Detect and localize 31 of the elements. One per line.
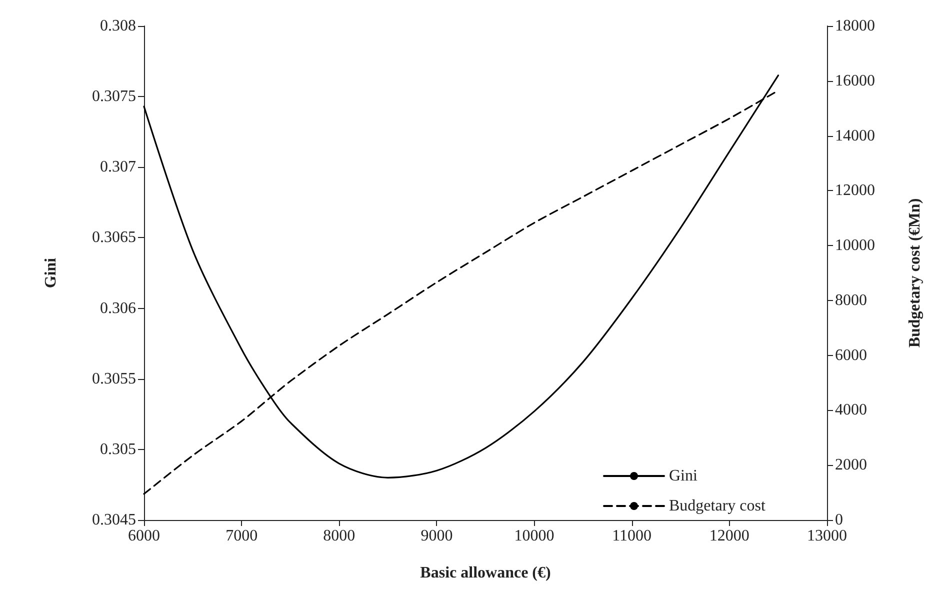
- y-tick-label: 0.3075: [92, 88, 136, 106]
- x-tick-label: 9000: [420, 528, 453, 544]
- x-tick-label: 8000: [323, 528, 356, 544]
- y2-tick-label: 8000: [835, 292, 867, 309]
- x-tick-label: 11000: [612, 528, 652, 544]
- legend-label: Budgetary cost: [669, 498, 766, 514]
- legend-label: Gini: [669, 468, 698, 484]
- y2-tick-label: 18000: [835, 18, 875, 34]
- y-tick-label: 0.306: [100, 300, 136, 317]
- y2-tick-label: 16000: [835, 72, 875, 90]
- x-tick-label: 7000: [226, 528, 258, 544]
- y2-axis-title: Budgetary cost (€Mn): [906, 198, 924, 348]
- x-tick-label: 6000: [128, 528, 160, 544]
- x-tick-label: 10000: [514, 528, 554, 544]
- y2-tick-label: 2000: [835, 456, 867, 474]
- x-axis-title: Basic allowance (€): [420, 564, 551, 582]
- y-tick-label: 0.3065: [92, 229, 136, 246]
- y-tick-label: 0.307: [100, 158, 136, 176]
- y2-tick-label: 0: [835, 512, 843, 528]
- x-tick-label: 13000: [807, 528, 847, 544]
- y2-tick-label: 14000: [835, 127, 875, 144]
- y2-tick-label: 10000: [835, 237, 875, 254]
- y2-tick-label: 4000: [835, 402, 867, 419]
- y-tick-label: 0.3055: [92, 370, 136, 388]
- y-tick-label: 0.308: [100, 18, 136, 34]
- y-tick-label: 0.3045: [92, 512, 136, 528]
- y2-tick-label: 12000: [835, 182, 875, 200]
- y-axis-title: Gini: [42, 257, 60, 288]
- y2-tick-label: 6000: [835, 346, 867, 364]
- y-tick-label: 0.305: [100, 440, 136, 458]
- x-tick-label: 12000: [709, 528, 750, 544]
